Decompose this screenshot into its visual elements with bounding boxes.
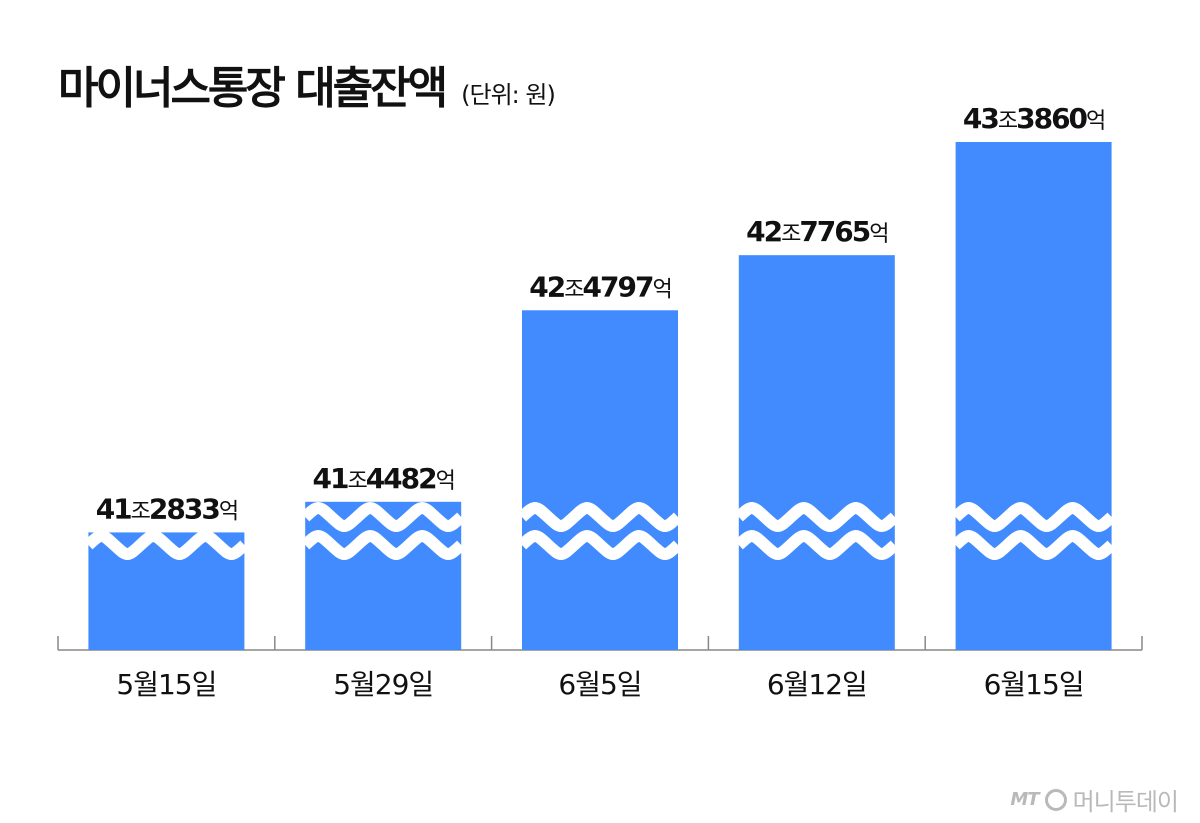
data-label: 41조2833억 [96,492,237,525]
axis-break-wave [517,502,683,532]
chart-title: 마이너스통장 대출잔액 [58,63,448,114]
axis-break-wave [517,530,683,560]
axis-break-wave [84,502,249,532]
x-tick-label: 5월15일 [116,668,216,701]
bar [738,255,895,650]
axis-break-wave [734,502,899,532]
bar [522,310,678,650]
axis-break-wave [301,530,466,560]
watermark-mark: MT [1010,789,1039,810]
axis-break-wave [734,530,899,560]
chart-title-block: 마이너스통장 대출잔액 (단위: 원) [58,52,556,116]
data-label: 43조3860억 [963,102,1104,135]
x-tick-label: 5월29일 [333,668,433,701]
axis-break-wave [951,530,1116,560]
watermark-name: 머니투데이 [1072,788,1179,816]
data-label: 42조4797억 [529,270,670,303]
bar [955,142,1112,650]
x-tick-label: 6월15일 [984,668,1084,701]
x-tick-label: 6월5일 [558,668,641,701]
axis-break-wave [951,502,1116,532]
axis-break-wave [301,502,466,532]
axis-break-wave [84,530,249,560]
data-label: 41조4482억 [312,462,453,495]
bar [305,501,462,650]
data-label: 42조7765억 [746,215,887,248]
x-tick-label: 6월12일 [767,668,867,701]
watermark-logo-icon [1044,788,1067,811]
watermark: MT 머니투데이 [1010,782,1179,817]
chart-unit: (단위: 원) [461,81,556,109]
